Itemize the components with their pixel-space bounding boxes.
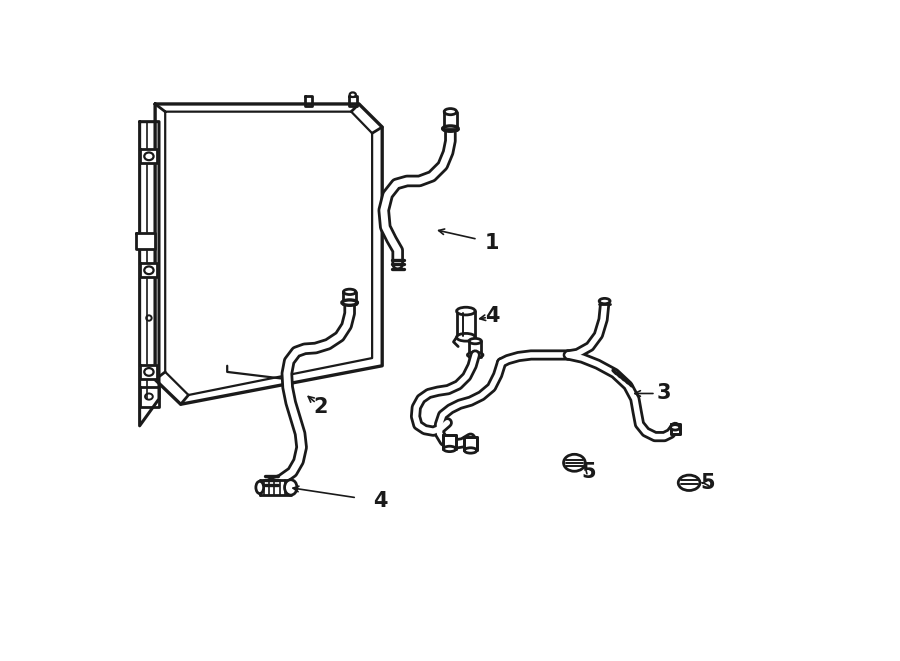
Polygon shape — [469, 341, 482, 356]
Text: 2: 2 — [313, 397, 328, 416]
Ellipse shape — [349, 93, 356, 97]
Ellipse shape — [599, 298, 610, 304]
Polygon shape — [670, 424, 680, 434]
Text: 5: 5 — [700, 473, 715, 493]
Polygon shape — [260, 480, 291, 495]
Polygon shape — [140, 365, 158, 379]
Ellipse shape — [679, 475, 700, 490]
Polygon shape — [444, 435, 455, 449]
Polygon shape — [140, 263, 158, 277]
Polygon shape — [155, 104, 382, 405]
Ellipse shape — [256, 481, 264, 494]
Polygon shape — [344, 292, 356, 304]
Ellipse shape — [445, 108, 456, 115]
Text: 4: 4 — [373, 491, 387, 511]
Ellipse shape — [464, 447, 477, 453]
Ellipse shape — [284, 480, 297, 495]
Polygon shape — [136, 233, 155, 249]
Polygon shape — [456, 311, 475, 337]
Ellipse shape — [444, 446, 455, 451]
Polygon shape — [140, 149, 158, 163]
Polygon shape — [464, 437, 477, 450]
Text: 5: 5 — [581, 462, 597, 482]
Ellipse shape — [670, 424, 680, 430]
Text: 1: 1 — [485, 233, 500, 253]
Polygon shape — [445, 112, 456, 130]
Text: 3: 3 — [657, 383, 671, 403]
Ellipse shape — [443, 126, 458, 132]
Ellipse shape — [456, 307, 475, 315]
Text: 4: 4 — [485, 307, 500, 327]
Ellipse shape — [469, 338, 482, 344]
Ellipse shape — [342, 300, 357, 305]
Polygon shape — [140, 122, 159, 426]
Ellipse shape — [467, 352, 483, 358]
Ellipse shape — [456, 333, 475, 341]
Ellipse shape — [563, 454, 585, 471]
Ellipse shape — [344, 289, 356, 295]
